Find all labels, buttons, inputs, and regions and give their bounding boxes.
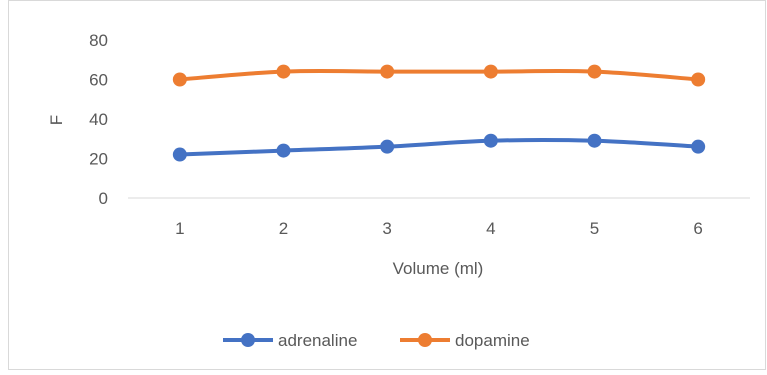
data-point (380, 139, 395, 154)
legend-label: adrenaline (278, 331, 357, 350)
series-adrenaline (172, 133, 706, 162)
data-point (380, 64, 395, 79)
series-line (177, 137, 701, 157)
x-axis-tick-labels: 1 2 3 4 5 6 (175, 219, 703, 238)
data-point (276, 143, 291, 158)
series-dopamine (172, 64, 706, 87)
x-tick-label: 2 (279, 219, 288, 238)
x-tick-label: 3 (382, 219, 391, 238)
data-point (691, 139, 706, 154)
data-point (172, 147, 187, 162)
data-point (172, 72, 187, 87)
y-tick-label: 40 (89, 110, 108, 129)
legend-marker (418, 333, 432, 347)
legend-label: dopamine (455, 331, 530, 350)
series-line (177, 68, 701, 82)
y-axis-tick-labels: 0 20 40 60 80 (89, 31, 108, 208)
data-point (483, 64, 498, 79)
x-tick-label: 5 (590, 219, 599, 238)
legend-item-adrenaline: adrenaline (223, 331, 357, 350)
y-tick-label: 0 (99, 189, 108, 208)
x-tick-label: 6 (693, 219, 702, 238)
x-tick-label: 4 (486, 219, 495, 238)
legend-marker (241, 333, 255, 347)
data-point (587, 64, 602, 79)
legend-item-dopamine: dopamine (400, 331, 530, 350)
data-point (587, 133, 602, 148)
x-axis-label: Volume (ml) (393, 259, 484, 278)
data-point (276, 64, 291, 79)
chart-border (8, 0, 766, 370)
x-tick-label: 1 (175, 219, 184, 238)
y-tick-label: 80 (89, 31, 108, 50)
y-tick-label: 20 (89, 150, 108, 169)
data-point (691, 72, 706, 87)
data-point (483, 133, 498, 148)
legend: adrenaline dopamine (223, 331, 530, 350)
y-tick-label: 60 (89, 71, 108, 90)
series-layer (172, 64, 706, 162)
y-axis-label: F (47, 115, 66, 125)
